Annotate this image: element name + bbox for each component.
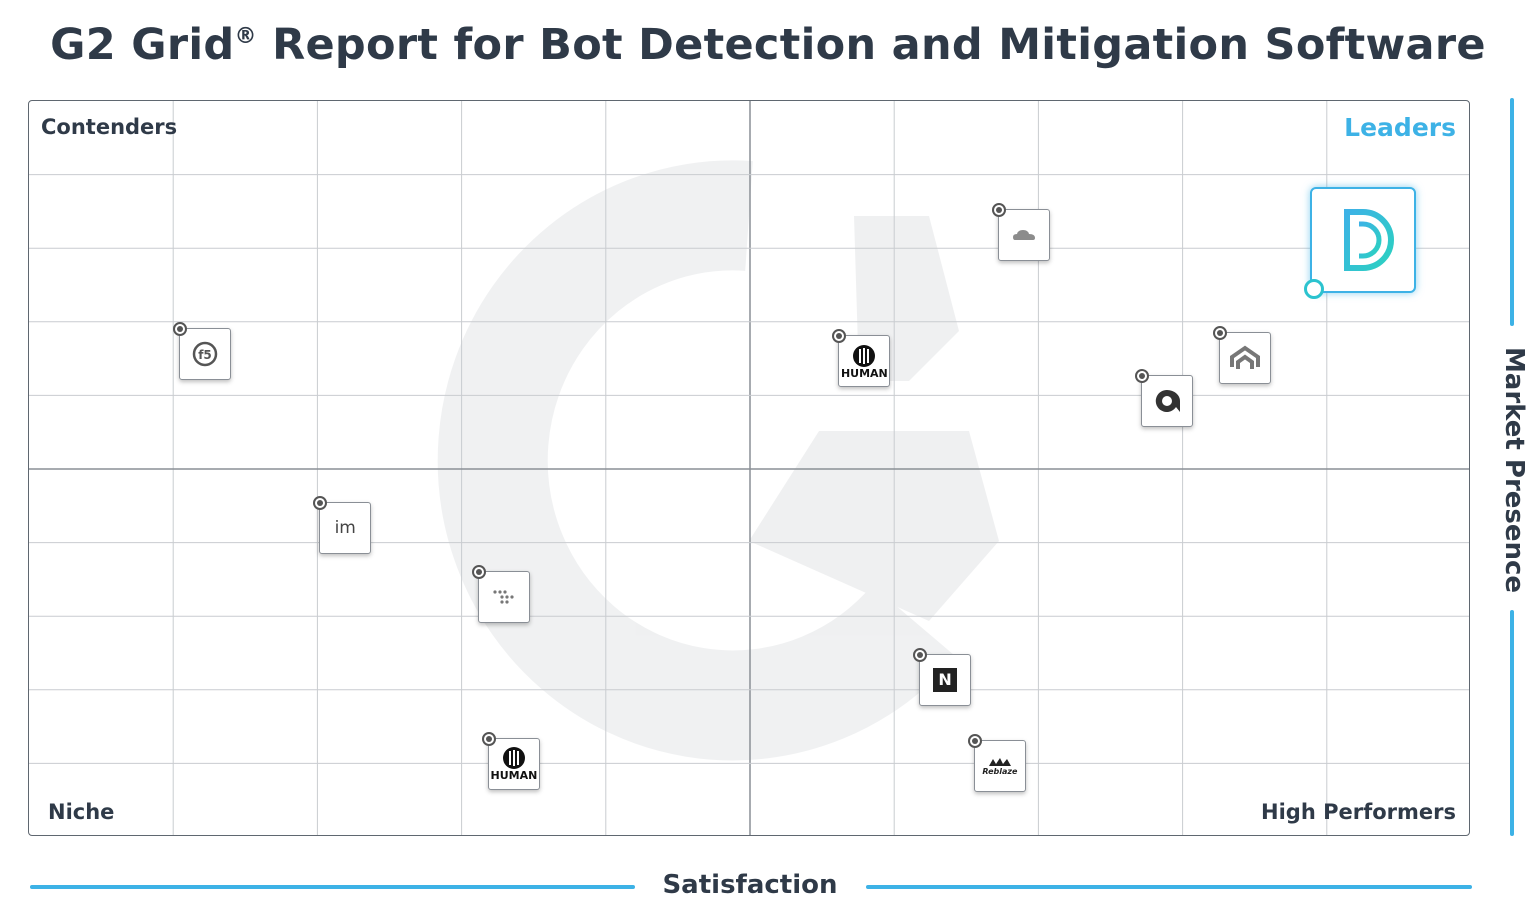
x-axis-line-right	[866, 885, 1472, 889]
vendor-dots-logo[interactable]	[471, 564, 530, 623]
barcode-circle-logo-icon	[853, 344, 876, 367]
position-dot	[992, 203, 1007, 218]
quadrant-label-contenders: Contenders	[41, 115, 178, 139]
position-dot	[313, 496, 328, 511]
y-axis-line-bottom	[1510, 610, 1514, 836]
f5-logo-icon: f5	[193, 341, 218, 367]
position-dot	[1135, 369, 1150, 384]
chevron-stack-logo-icon	[1230, 345, 1261, 370]
vendor-f5[interactable]: f5	[173, 321, 232, 380]
position-dot	[1213, 326, 1228, 341]
position-dot	[967, 734, 982, 749]
quadrant-label-high-performers: High Performers	[1261, 800, 1456, 824]
quadrant-label-leaders: Leaders	[1344, 113, 1456, 142]
cloud-logo-icon	[1013, 230, 1036, 241]
grid-lines	[29, 101, 1469, 835]
vendor-label: N	[938, 670, 952, 690]
vendor-featured-d[interactable]	[1304, 186, 1417, 299]
x-axis-label: Satisfaction	[662, 870, 838, 900]
n-logo-icon: N	[933, 667, 958, 692]
position-dot	[1304, 278, 1325, 299]
vendor-human-upper[interactable]: HUMAN	[832, 329, 891, 388]
x-axis-line-left	[30, 885, 635, 889]
position-dot	[481, 731, 496, 746]
grid-plot-area	[28, 100, 1470, 836]
svg-text:f5: f5	[199, 348, 213, 362]
vendor-label: HUMAN	[840, 366, 888, 380]
position-dot	[832, 329, 847, 344]
vendor-q-logo[interactable]	[1135, 369, 1194, 428]
registered-mark: ®	[234, 24, 257, 49]
reblaze-logo-icon	[988, 758, 1011, 767]
position-dot	[173, 321, 188, 336]
position-dot	[913, 647, 928, 662]
quadrant-label-niche: Niche	[48, 800, 115, 824]
vendor-human-lower[interactable]: HUMAN	[481, 731, 540, 790]
y-axis-label: Market Presence	[1499, 346, 1529, 594]
dots-logo-icon	[493, 590, 514, 604]
g2-watermark	[437, 160, 999, 761]
stylized-d-logo-icon	[1332, 208, 1395, 271]
vendor-akamai-like[interactable]	[1213, 326, 1272, 385]
q-logo-icon	[1155, 390, 1181, 413]
y-axis-line-top	[1510, 98, 1514, 326]
vendor-cloudflare[interactable]	[992, 203, 1051, 262]
vendor-netacea[interactable]: N	[913, 647, 972, 706]
vendor-label: im	[334, 517, 356, 538]
position-dot	[471, 564, 486, 579]
vendor-label: HUMAN	[490, 769, 538, 783]
page-title: G2 Grid® Report for Bot Detection and Mi…	[50, 20, 1486, 70]
vendor-label: Reblaze	[982, 767, 1018, 777]
barcode-circle-logo-icon	[502, 747, 525, 770]
vendor-reblaze[interactable]: Reblaze	[967, 734, 1026, 793]
vendor-imperva[interactable]: im	[313, 496, 372, 555]
